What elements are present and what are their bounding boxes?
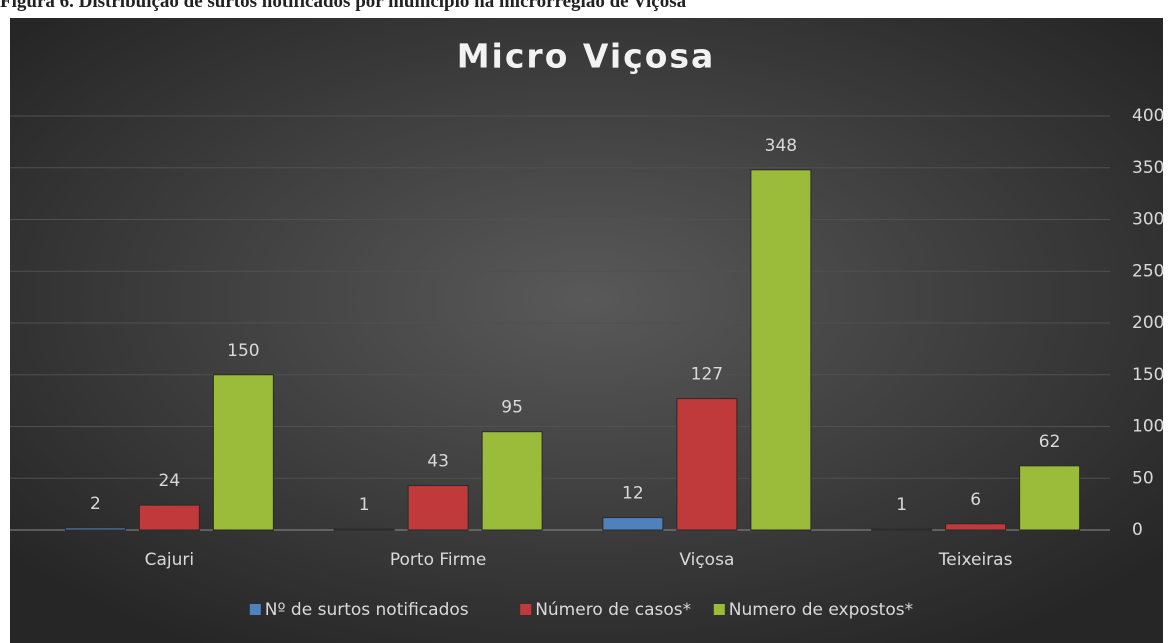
data-label: 95 (501, 398, 523, 418)
bar (750, 169, 812, 531)
data-label: 1 (896, 495, 907, 515)
y-tick-label: 350 (1132, 158, 1164, 178)
legend-swatch (249, 604, 261, 615)
data-label: 62 (1039, 432, 1061, 452)
data-label: 43 (427, 451, 449, 471)
bar (138, 504, 200, 531)
y-tick-label: 300 (1132, 210, 1164, 230)
bar (871, 528, 933, 531)
x-tick-label: Cajuri (145, 550, 195, 570)
x-tick-label: Teixeiras (938, 550, 1013, 570)
y-tick-label: 250 (1132, 261, 1164, 281)
data-label: 1 (359, 495, 370, 515)
bar (602, 517, 664, 531)
data-label: 127 (691, 365, 723, 385)
x-tick-label: Porto Firme (390, 550, 486, 570)
bar (407, 484, 469, 531)
bar (481, 431, 543, 531)
bar (676, 398, 738, 531)
y-tick-label: 200 (1132, 313, 1164, 333)
legend-label: Número de casos* (535, 600, 691, 620)
bar (212, 374, 274, 531)
y-tick-label: 400 (1132, 106, 1164, 126)
data-label: 2 (90, 494, 101, 514)
bar (1019, 465, 1081, 531)
y-tick-label: 150 (1132, 365, 1164, 385)
data-label: 24 (159, 471, 181, 491)
data-label: 348 (765, 136, 797, 156)
data-label: 12 (622, 484, 644, 504)
legend-swatch (713, 604, 725, 615)
bar (945, 523, 1007, 531)
x-tick-label: Viçosa (679, 550, 734, 570)
data-label: 150 (227, 341, 259, 361)
legend-label: Numero de expostos* (729, 600, 913, 620)
y-tick-label: 0 (1132, 520, 1143, 540)
legend-swatch (520, 604, 532, 615)
chart-title: Micro Viçosa (457, 37, 716, 76)
chart-background (10, 18, 1163, 643)
bar (64, 527, 126, 531)
y-tick-label: 100 (1132, 417, 1164, 437)
bar (333, 528, 395, 531)
y-tick-label: 50 (1132, 468, 1154, 488)
caption: Figura 6. Distribuição de surtos notific… (0, 0, 687, 12)
legend-label: Nº de surtos notificados (265, 600, 469, 620)
data-label: 6 (970, 490, 981, 510)
